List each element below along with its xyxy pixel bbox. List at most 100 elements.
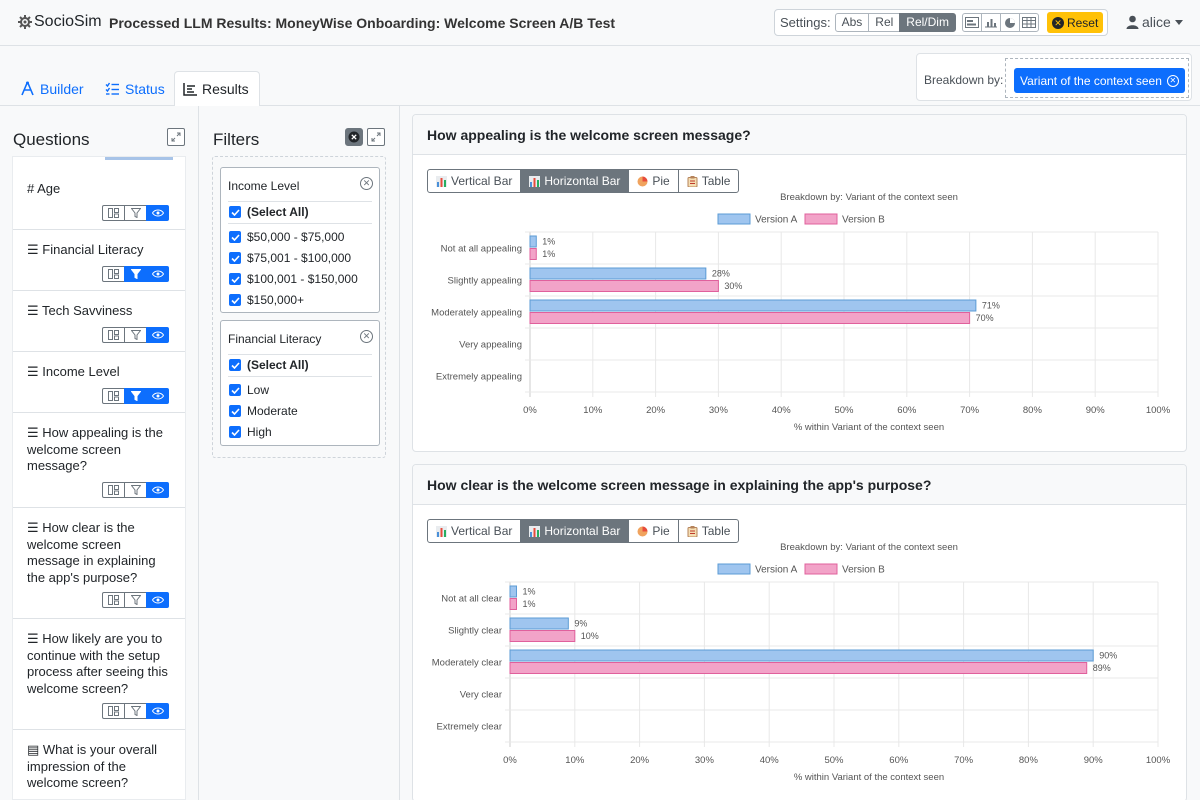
checkbox-checked-icon: [229, 231, 241, 243]
mode-abs-button[interactable]: Abs: [834, 13, 870, 32]
table-icon[interactable]: [1018, 13, 1039, 32]
divider: [228, 223, 372, 224]
question-item-impression[interactable]: ▤ What is your overall impression of the…: [13, 730, 185, 799]
scroll-stub: [105, 157, 173, 160]
list-icon: ☰: [27, 303, 43, 318]
filter-icon[interactable]: [124, 482, 147, 498]
question-actions: [102, 327, 169, 343]
brand[interactable]: SocioSim: [18, 13, 102, 31]
eye-icon[interactable]: [146, 327, 169, 343]
gear-logo-icon: [18, 15, 32, 29]
filter-option[interactable]: $50,000 - $75,000: [229, 230, 344, 244]
mode-rel-dim-button[interactable]: Rel/Dim: [899, 13, 956, 32]
question-item-tech-savviness[interactable]: ☰ Tech Savviness: [13, 291, 185, 352]
tab-results[interactable]: Results: [174, 71, 260, 106]
chart-type-pie[interactable]: Pie: [628, 519, 679, 543]
columns-icon[interactable]: [102, 266, 125, 282]
breakdown-chip[interactable]: Variant of the context seen ✕: [1014, 68, 1185, 93]
checklist-icon: [105, 82, 120, 96]
eye-icon[interactable]: [146, 703, 169, 719]
chart-type-vertical-bar[interactable]: Vertical Bar: [427, 169, 522, 193]
filter-option[interactable]: $150,000+: [229, 293, 304, 307]
question-item-likely[interactable]: ☰ How likely are you to continue with th…: [13, 619, 185, 730]
tab-builder-label: Builder: [40, 80, 84, 97]
breakdown-value: Variant of the context seen: [1020, 73, 1162, 88]
chart-type-selector: Vertical Bar Horizontal Bar Pie Table: [427, 169, 740, 193]
x-tick-label: 80%: [1023, 405, 1043, 416]
x-tick-label: 0%: [503, 755, 517, 766]
filter-icon[interactable]: [124, 327, 147, 343]
filter-icon[interactable]: [124, 703, 147, 719]
x-tick-label: 20%: [646, 405, 666, 416]
x-tick-label: 70%: [960, 405, 980, 416]
question-item-clear[interactable]: ☰ How clear is the welcome screen messag…: [13, 508, 185, 619]
legend-label: Version B: [842, 215, 885, 226]
question-label: ▤ What is your overall impression of the…: [27, 742, 158, 790]
y-category-label: Very appealing: [459, 340, 522, 351]
columns-icon[interactable]: [102, 388, 125, 404]
tab-builder[interactable]: Builder: [12, 71, 92, 106]
remove-filter-icon[interactable]: ✕: [360, 177, 373, 190]
clear-filters-button[interactable]: [345, 128, 363, 146]
expand-questions-button[interactable]: [167, 128, 185, 146]
filter-icon[interactable]: [124, 266, 147, 282]
checkbox-checked-icon: [229, 359, 241, 371]
filter-icon[interactable]: [124, 592, 147, 608]
eye-icon[interactable]: [146, 266, 169, 282]
eye-icon[interactable]: [146, 592, 169, 608]
question-item-age[interactable]: # Age: [13, 169, 185, 230]
filter-option[interactable]: Moderate: [229, 404, 298, 418]
filter-icon[interactable]: [124, 388, 147, 404]
filter-option[interactable]: Low: [229, 383, 269, 397]
horizontal-bar-icon: [529, 175, 541, 187]
pie-icon[interactable]: [999, 13, 1020, 32]
bar-version-a: [509, 617, 569, 630]
filter-option[interactable]: High: [229, 425, 272, 439]
expand-filters-button[interactable]: [367, 128, 385, 146]
eye-icon[interactable]: [146, 482, 169, 498]
vertical-bar-icon[interactable]: [980, 13, 1001, 32]
eye-icon[interactable]: [146, 205, 169, 221]
chart-type-horizontal-bar[interactable]: Horizontal Bar: [520, 169, 630, 193]
columns-icon[interactable]: [102, 592, 125, 608]
filter-option[interactable]: $100,001 - $150,000: [229, 272, 358, 286]
x-tick-label: 100%: [1146, 405, 1171, 416]
x-axis-label: % within Variant of the context seen: [794, 772, 944, 783]
filter-icon[interactable]: [124, 205, 147, 221]
remove-filter-icon[interactable]: ✕: [360, 330, 373, 343]
horizontal-bar-icon: [529, 525, 541, 537]
columns-icon[interactable]: [102, 703, 125, 719]
user-menu[interactable]: alice: [1126, 14, 1183, 30]
columns-icon[interactable]: [102, 327, 125, 343]
reset-button[interactable]: ✕ Reset: [1046, 12, 1104, 33]
x-tick-label: 60%: [897, 405, 917, 416]
chart-type-pie[interactable]: Pie: [628, 169, 679, 193]
horizontal-bar-icon[interactable]: [961, 13, 982, 32]
question-item-income-level[interactable]: ☰ Income Level: [13, 352, 185, 413]
columns-icon[interactable]: [102, 205, 125, 221]
card-header: How appealing is the welcome screen mess…: [413, 115, 1186, 155]
mode-rel-button[interactable]: Rel: [868, 13, 901, 32]
tab-status[interactable]: Status: [97, 71, 173, 106]
breakdown-dropzone[interactable]: Variant of the context seen ✕: [1005, 58, 1189, 98]
hash-icon: #: [27, 181, 38, 196]
x-tick-label: 0%: [523, 405, 537, 416]
data-label: 10%: [581, 631, 599, 641]
question-item-appealing[interactable]: ☰ How appealing is the welcome screen me…: [13, 413, 185, 508]
chart-type-table[interactable]: Table: [677, 169, 740, 193]
filter-option[interactable]: (Select All): [229, 358, 309, 372]
columns-icon[interactable]: [102, 482, 125, 498]
x-tick-label: 90%: [1086, 405, 1106, 416]
question-actions: [102, 482, 169, 498]
chart-type-table[interactable]: Table: [677, 519, 740, 543]
remove-breakdown-icon[interactable]: ✕: [1166, 74, 1179, 87]
brand-name: SocioSim: [34, 13, 102, 30]
question-item-financial-literacy[interactable]: ☰ Financial Literacy: [13, 230, 185, 291]
filter-option[interactable]: (Select All): [229, 205, 309, 219]
legend-swatch: [804, 213, 838, 225]
chart-type-horizontal-bar[interactable]: Horizontal Bar: [520, 519, 630, 543]
checkbox-checked-icon: [229, 206, 241, 218]
filter-option[interactable]: $75,001 - $100,000: [229, 251, 351, 265]
chart-type-vertical-bar[interactable]: Vertical Bar: [427, 519, 522, 543]
eye-icon[interactable]: [146, 388, 169, 404]
